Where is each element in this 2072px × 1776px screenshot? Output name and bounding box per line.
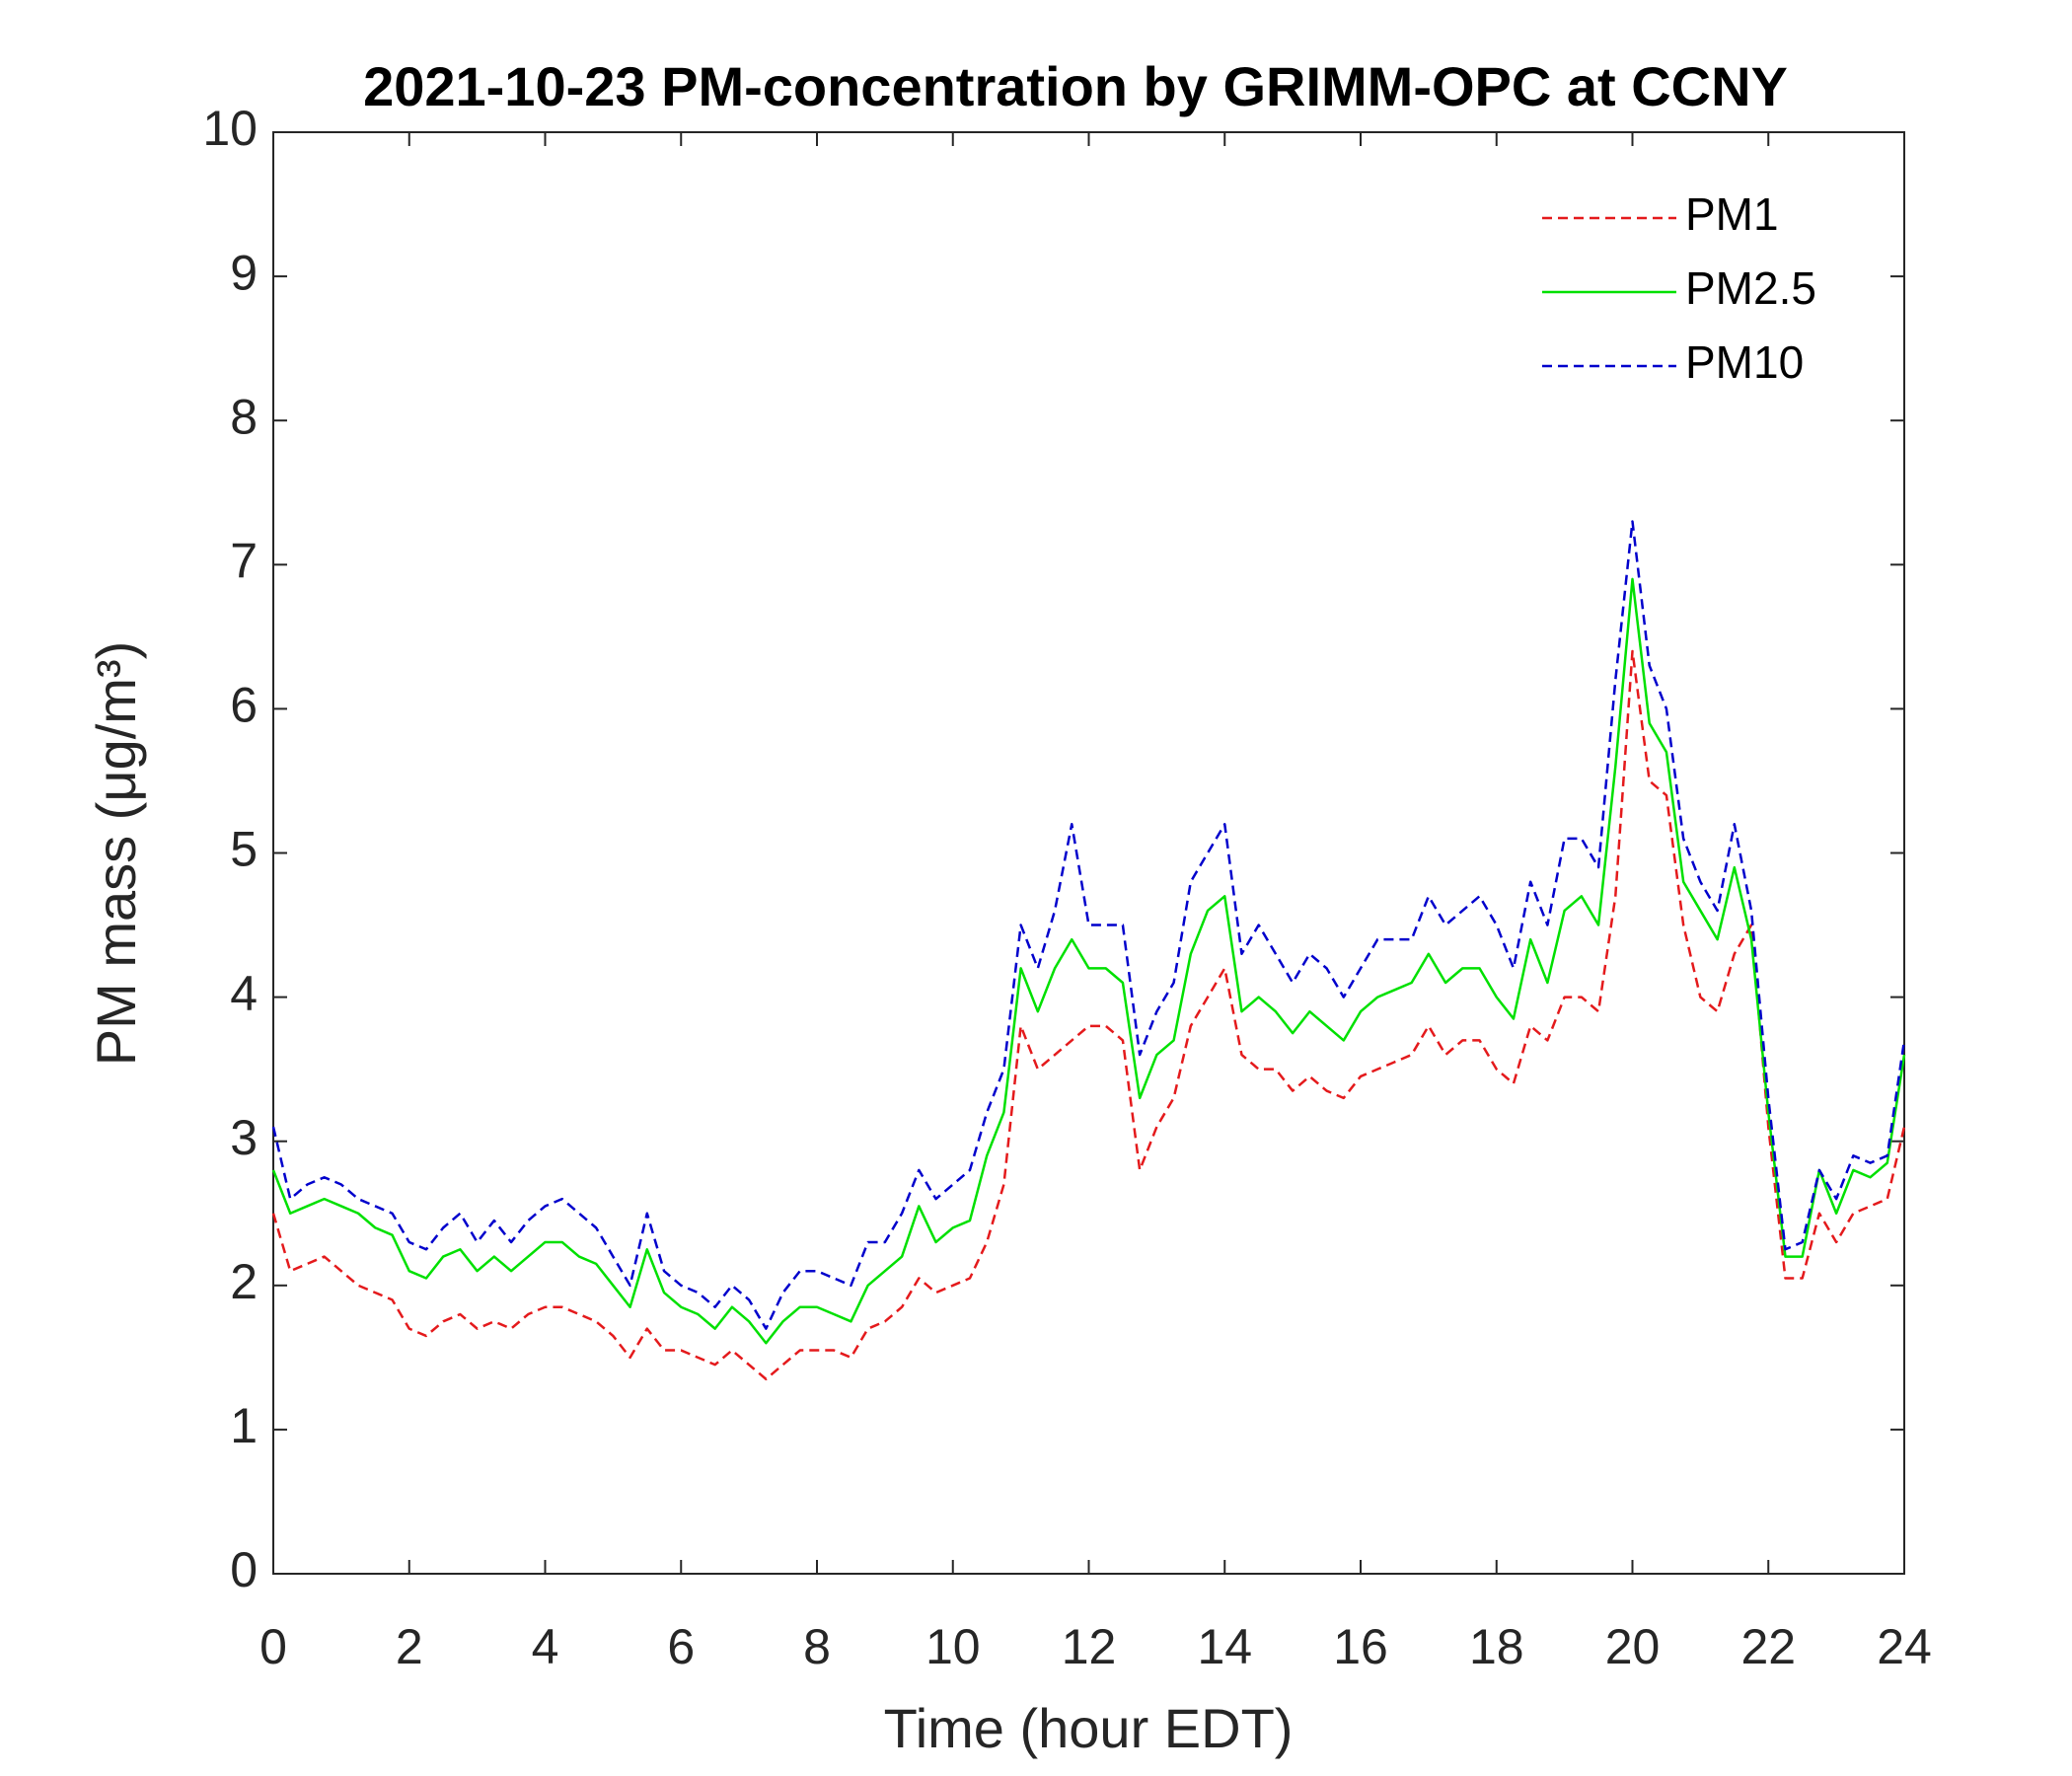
x-tick-label: 20	[1605, 1619, 1661, 1674]
series-line	[271, 520, 1906, 1330]
x-tick-label: 4	[532, 1619, 559, 1674]
y-tick-label: 1	[230, 1398, 258, 1453]
y-tick-label: 6	[230, 678, 258, 733]
y-tick-label: 0	[230, 1542, 258, 1597]
y-tick-label: 8	[230, 389, 258, 444]
chart-title: 2021-10-23 PM-concentration by GRIMM-OPC…	[363, 55, 1788, 117]
y-tick-label: 4	[230, 966, 258, 1021]
x-axis-label: Time (hour EDT)	[884, 1697, 1294, 1759]
y-tick-label: 7	[230, 534, 258, 589]
plot-frame	[272, 131, 1905, 1575]
y-tick-label: 3	[230, 1110, 258, 1165]
x-tick-label: 2	[396, 1619, 423, 1674]
x-tick-label: 0	[259, 1619, 287, 1674]
x-tick-label: 22	[1740, 1619, 1796, 1674]
legend-label: PM1	[1685, 188, 1779, 240]
x-tick-label: 10	[925, 1619, 981, 1674]
x-tick-label: 16	[1333, 1619, 1388, 1674]
series-line	[271, 649, 1906, 1381]
y-axis-label: PM mass (μg/m³)	[85, 641, 147, 1066]
y-tick-label: 2	[230, 1254, 258, 1309]
x-tick-label: 14	[1197, 1619, 1252, 1674]
legend-label: PM2.5	[1685, 262, 1816, 314]
legend-label: PM10	[1685, 336, 1804, 388]
x-tick-label: 18	[1469, 1619, 1524, 1674]
series-line	[271, 577, 1906, 1345]
x-tick-label: 12	[1062, 1619, 1117, 1674]
y-tick-label: 5	[230, 822, 258, 877]
x-tick-label: 6	[667, 1619, 695, 1674]
y-tick-label: 9	[230, 245, 258, 300]
y-tick-label: 10	[202, 101, 258, 156]
x-tick-label: 8	[803, 1619, 831, 1674]
x-tick-label: 24	[1877, 1619, 1932, 1674]
